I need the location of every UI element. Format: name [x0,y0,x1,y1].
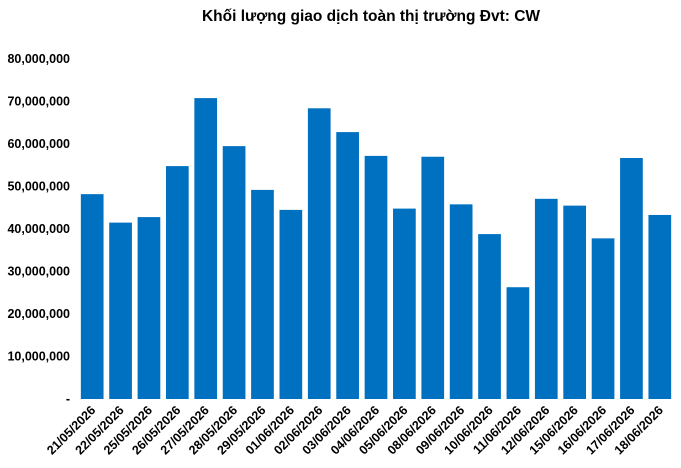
bar-17/06/2026 [620,158,643,399]
y-tick-label: 70,000,000 [7,95,70,109]
bar-10/06/2026 [478,234,501,399]
bar-05/06/2026 [393,208,416,399]
bar-26/05/2026 [165,166,189,399]
bar-22/05/2026 [109,222,132,399]
bar-02/06/2026 [307,108,331,400]
bar-21/05/2026 [80,194,104,399]
bar-03/06/2026 [336,132,359,399]
bar-15/06/2026 [563,205,587,400]
bars [80,98,672,400]
chart-title: Khối lượng giao dịch toàn thị trường Đvt… [202,8,540,25]
bar-25/05/2026 [137,217,161,399]
bar-16/06/2026 [591,238,615,399]
bar-27/05/2026 [194,98,218,399]
x-axis: 21/05/202622/05/202625/05/202626/05/2026… [44,403,666,457]
bar-04/06/2026 [364,155,388,399]
y-tick-label: 50,000,000 [7,180,70,194]
y-tick-label: 30,000,000 [7,265,70,279]
y-tick-label: 20,000,000 [7,307,70,321]
bar-29/05/2026 [251,189,274,399]
y-tick-label: 10,000,000 [7,350,70,364]
y-tick-label: 40,000,000 [7,222,70,236]
y-tick-label: - [66,392,70,406]
bar-12/06/2026 [534,198,558,399]
bar-01/06/2026 [279,209,303,400]
y-tick-label: 60,000,000 [7,137,70,151]
bar-08/06/2026 [421,156,445,399]
bar-18/06/2026 [648,214,672,399]
bar-28/05/2026 [222,146,246,400]
bar-09/06/2026 [449,204,473,399]
bar-11/06/2026 [506,287,530,399]
y-tick-label: 80,000,000 [7,52,70,66]
y-axis: - 10,000,000 20,000,000 30,000,000 40,000,00… [7,52,70,406]
